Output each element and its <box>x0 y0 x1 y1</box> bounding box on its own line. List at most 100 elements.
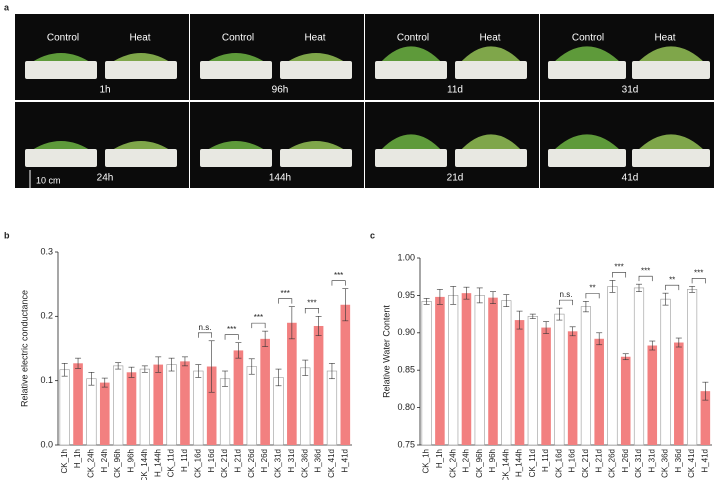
bar <box>448 295 459 446</box>
x-tick-label: H_96h <box>488 449 497 473</box>
bar <box>514 320 525 445</box>
bar <box>126 372 137 445</box>
significance-label: *** <box>694 269 703 278</box>
significance-bracket <box>278 298 293 304</box>
photo-label: Heat <box>304 33 325 44</box>
tray <box>280 149 352 167</box>
photo-label: Heat <box>129 33 150 44</box>
significance-bracket <box>224 334 239 340</box>
photo-time: 31d <box>622 85 639 96</box>
x-tick-label: CK_31d <box>634 449 643 478</box>
x-tick-label: CK_26d <box>608 449 617 478</box>
bar <box>73 363 83 445</box>
bar <box>594 338 604 445</box>
bar <box>660 298 671 446</box>
bar <box>580 306 591 446</box>
bar <box>180 361 190 445</box>
x-tick-label: H_11d <box>541 449 550 472</box>
y-axis-title: Relative Water Content <box>381 305 391 398</box>
bar <box>461 293 472 445</box>
bar <box>99 382 110 445</box>
x-tick-label: H_24h <box>100 449 109 473</box>
x-tick-label: CK_36d <box>661 449 670 478</box>
tray <box>25 61 97 79</box>
bar <box>700 391 711 445</box>
bar <box>554 313 565 446</box>
grass <box>636 134 706 152</box>
significance-label: *** <box>281 289 290 298</box>
y-tick-label: 0.95 <box>397 290 415 300</box>
x-tick-label: H_31d <box>647 449 656 473</box>
bar <box>59 369 70 446</box>
bar <box>300 367 311 446</box>
tray <box>25 149 97 167</box>
tray <box>280 61 352 79</box>
x-tick-label: H_16d <box>207 449 216 473</box>
bar <box>607 286 618 446</box>
tray <box>375 149 447 167</box>
tray <box>105 149 177 167</box>
x-tick-label: CK_21d <box>581 449 590 478</box>
bar <box>233 350 244 445</box>
significance-label: n.s. <box>199 323 212 332</box>
significance-label: *** <box>614 263 623 272</box>
significance-label: *** <box>334 271 343 280</box>
photo-time: 24h <box>97 173 114 184</box>
photo-label: Heat <box>654 33 675 44</box>
bar <box>474 295 485 446</box>
significance-bracket <box>691 278 706 284</box>
x-tick-label: CK_96h <box>475 449 484 478</box>
significance-bracket <box>251 322 266 329</box>
x-tick-label: H_16d <box>568 449 577 473</box>
bar <box>527 316 538 446</box>
tray <box>455 149 527 167</box>
bar <box>633 287 645 446</box>
x-tick-label: H_31d <box>287 449 296 473</box>
x-tick-label: H_36d <box>674 449 683 473</box>
scale-label: 10 cm <box>36 175 61 185</box>
x-tick-label: H_1h <box>73 449 82 468</box>
photo-time: 21d <box>447 173 464 184</box>
x-tick-label: CK_16d <box>554 449 563 478</box>
bar <box>620 356 631 445</box>
significance-label: *** <box>227 325 236 334</box>
bar <box>193 370 204 446</box>
x-tick-label: H_21d <box>594 449 603 473</box>
significance-label: n.s. <box>560 290 573 299</box>
bar <box>219 378 231 446</box>
grass <box>459 46 523 64</box>
photo-label: Control <box>572 33 604 44</box>
photo-label: Heat <box>479 33 500 44</box>
photo-time: 11d <box>447 85 463 96</box>
tray <box>548 149 626 167</box>
tray <box>548 61 626 79</box>
y-tick-label: 0.3 <box>40 246 53 256</box>
bar <box>260 338 270 445</box>
bar <box>326 370 338 446</box>
bar <box>113 365 124 446</box>
tray <box>200 149 272 167</box>
x-tick-label: CK_96h <box>113 449 122 478</box>
x-tick-label: CK_11d <box>167 449 176 477</box>
x-tick-label: H_96h <box>127 449 136 473</box>
photo-time: 144h <box>269 173 291 184</box>
x-tick-label: H_41d <box>340 449 349 473</box>
x-tick-label: CK_41d <box>327 449 336 478</box>
x-tick-label: CK_36d <box>300 449 309 478</box>
photo-time: 1h <box>99 85 110 96</box>
x-tick-label: H_41d <box>700 449 709 473</box>
bar <box>166 364 177 446</box>
bar <box>86 378 97 446</box>
x-tick-label: CK_31d <box>274 449 283 478</box>
bar <box>313 325 324 445</box>
x-tick-label: H_144h <box>153 449 162 477</box>
x-tick-label: H_24h <box>462 449 471 473</box>
significance-bracket <box>559 299 573 306</box>
bar <box>647 345 658 445</box>
x-tick-label: H_144h <box>515 449 524 477</box>
bar <box>340 304 351 445</box>
tray <box>632 149 710 167</box>
bar <box>674 342 684 445</box>
x-tick-label: CK_144h <box>140 449 149 480</box>
photo-label: Control <box>397 33 429 44</box>
